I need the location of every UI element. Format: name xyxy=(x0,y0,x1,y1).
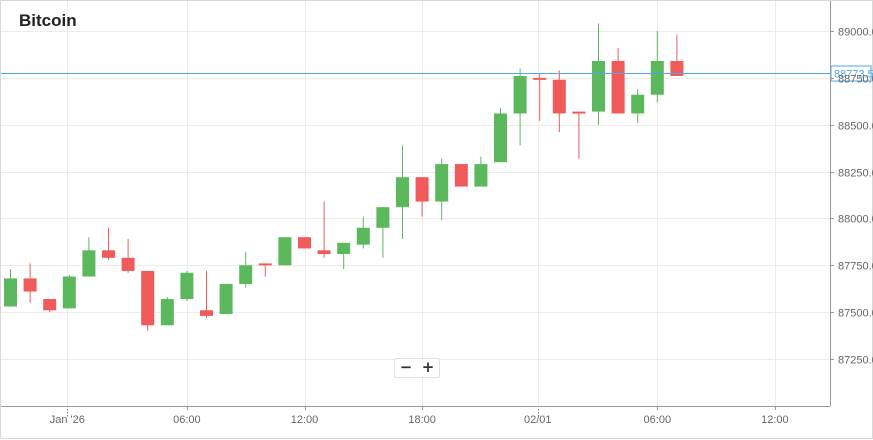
grid-layer xyxy=(1,1,830,406)
candle-body-up xyxy=(219,284,233,315)
zoom-out-button[interactable]: − xyxy=(399,358,413,376)
date-divider-mark xyxy=(538,409,539,411)
x-tick-label: Jan '26 xyxy=(50,414,85,426)
date-divider-mark xyxy=(67,415,68,417)
candle-body-down xyxy=(141,270,155,326)
x-tick-label: 18:00 xyxy=(408,414,436,426)
candle-body-down xyxy=(670,60,684,76)
date-divider-mark xyxy=(538,415,539,417)
date-divider-mark xyxy=(67,412,68,414)
y-tick-label: 89000.0 xyxy=(838,27,873,39)
candle-body-up xyxy=(494,113,507,163)
candle-body-up xyxy=(376,207,390,228)
candle-body-up xyxy=(160,299,174,326)
candle-body-down xyxy=(317,250,331,255)
date-divider-mark xyxy=(67,409,68,411)
candle-body-up xyxy=(4,278,17,307)
candle-body-up xyxy=(435,164,449,202)
candle-body-down xyxy=(572,111,586,114)
date-divider-mark xyxy=(538,412,539,414)
candle-body-down xyxy=(23,278,37,292)
candle-body-down xyxy=(533,77,547,80)
candle-body-down xyxy=(454,164,468,187)
candle-body-up xyxy=(356,227,370,245)
y-tick-label: 87750.0 xyxy=(838,261,873,273)
x-tick-label: 12:00 xyxy=(761,414,789,426)
candle-body-up xyxy=(180,272,194,300)
current-price-label: 88773.5 xyxy=(834,69,873,81)
x-tick-label: 06:00 xyxy=(173,414,201,426)
y-tick-label: 87500.0 xyxy=(838,308,873,320)
y-tick-label: 88250.0 xyxy=(838,168,873,180)
candle-body-up xyxy=(278,237,292,266)
candle-body-up xyxy=(592,60,605,112)
candle-body-down xyxy=(200,310,213,316)
candle-body-down xyxy=(121,257,135,271)
candle-body-up xyxy=(337,242,351,255)
candle-body-up xyxy=(62,276,76,309)
candle-body-down xyxy=(552,79,566,114)
axis-layer: 87250.0 87500.0 87750.0 88000.0 88250.0 88500… xyxy=(1,1,873,426)
price-line-layer: 88773.5 xyxy=(1,65,873,82)
candle-body-up xyxy=(82,250,96,277)
zoom-control: − + xyxy=(394,358,440,378)
candle-layer xyxy=(4,23,684,331)
candle-body-up xyxy=(513,75,527,114)
candle-body-down xyxy=(611,60,625,114)
candle-body-down xyxy=(258,263,272,266)
y-tick-label: 88000.0 xyxy=(838,214,873,226)
y-tick-label: 88750.0 xyxy=(838,74,873,86)
candle-body-up xyxy=(650,60,664,95)
y-tick-label: 87250.0 xyxy=(838,355,873,367)
candle-body-down xyxy=(298,237,311,249)
x-tick-label: 12:00 xyxy=(291,414,319,426)
x-tick-label: 02/01 xyxy=(524,414,552,426)
candle-body-up xyxy=(239,265,253,285)
x-tick-label: 06:00 xyxy=(644,414,672,426)
candle-body-up xyxy=(474,164,488,187)
candle-body-up xyxy=(631,94,645,114)
candle-body-down xyxy=(102,250,115,258)
candle-body-up xyxy=(396,177,409,208)
candle-body-down xyxy=(415,177,429,202)
zoom-in-button[interactable]: + xyxy=(421,358,435,376)
chart-title: Bitcoin xyxy=(19,11,77,30)
candle-body-down xyxy=(43,299,57,311)
y-tick-label: 88500.0 xyxy=(838,121,873,133)
